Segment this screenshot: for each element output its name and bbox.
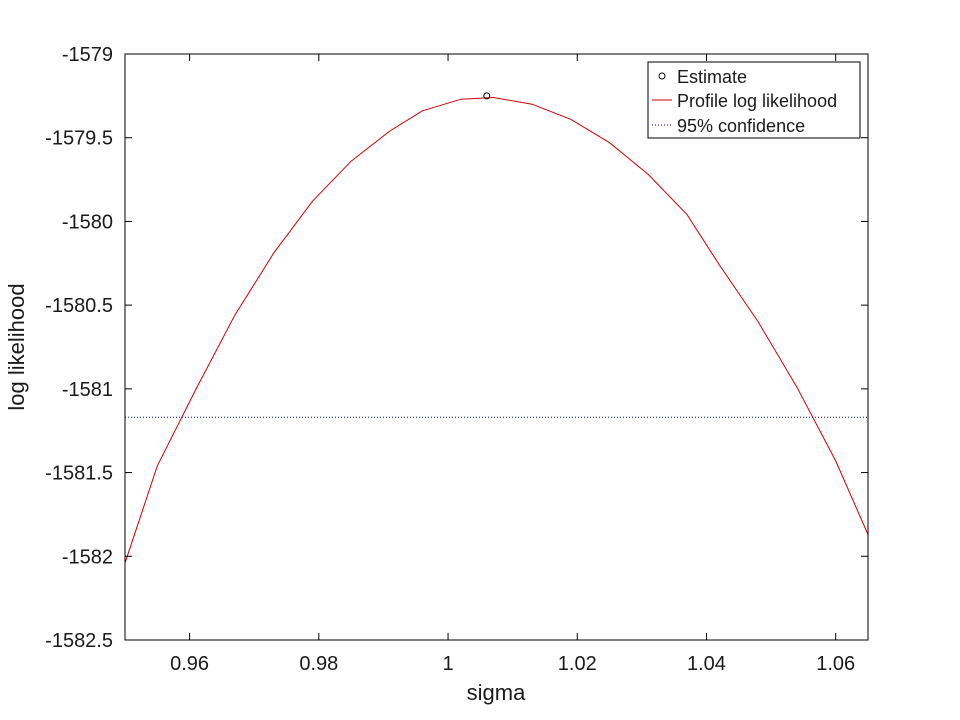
legend: Estimate Profile log likelihood 95% conf… (647, 61, 861, 139)
x-tick-label: 0.98 (299, 653, 338, 675)
x-tick-label: 1.04 (687, 653, 726, 675)
legend-estimate-label: Estimate (677, 67, 747, 87)
y-tick-label: -1582 (62, 546, 113, 568)
legend-estimate-marker (658, 72, 666, 80)
y-tick-label: -1581 (62, 379, 113, 401)
x-tick-label: 0.96 (170, 653, 209, 675)
x-tick-label: 1.06 (816, 653, 855, 675)
y-tick-label: -1582.5 (45, 630, 113, 652)
axes: 0.96 0.98 1 1.02 1.04 1.06 -1579 -1579.5 -1580 -1… (45, 44, 869, 675)
legend-profile-label: Profile log likelihood (677, 91, 837, 111)
estimate-point (483, 92, 491, 100)
profile-likelihood-line (125, 96, 868, 564)
plot-frame (124, 53, 869, 641)
y-tick-label: -1579.5 (45, 128, 113, 150)
legend-confidence-label: 95% confidence (677, 116, 805, 136)
y-tick-label: -1580.5 (45, 295, 113, 317)
y-tick-label: -1581.5 (45, 463, 113, 485)
x-axis-title: sigma (467, 680, 526, 705)
x-tick-label: 1.02 (558, 653, 597, 675)
plot-area (125, 92, 868, 564)
y-tick-label: -1579 (62, 44, 113, 66)
y-tick-label: -1580 (62, 211, 113, 233)
x-tick-label: 1 (442, 653, 453, 675)
legend-box (647, 61, 861, 139)
y-axis-title: log likelihood (4, 283, 29, 410)
